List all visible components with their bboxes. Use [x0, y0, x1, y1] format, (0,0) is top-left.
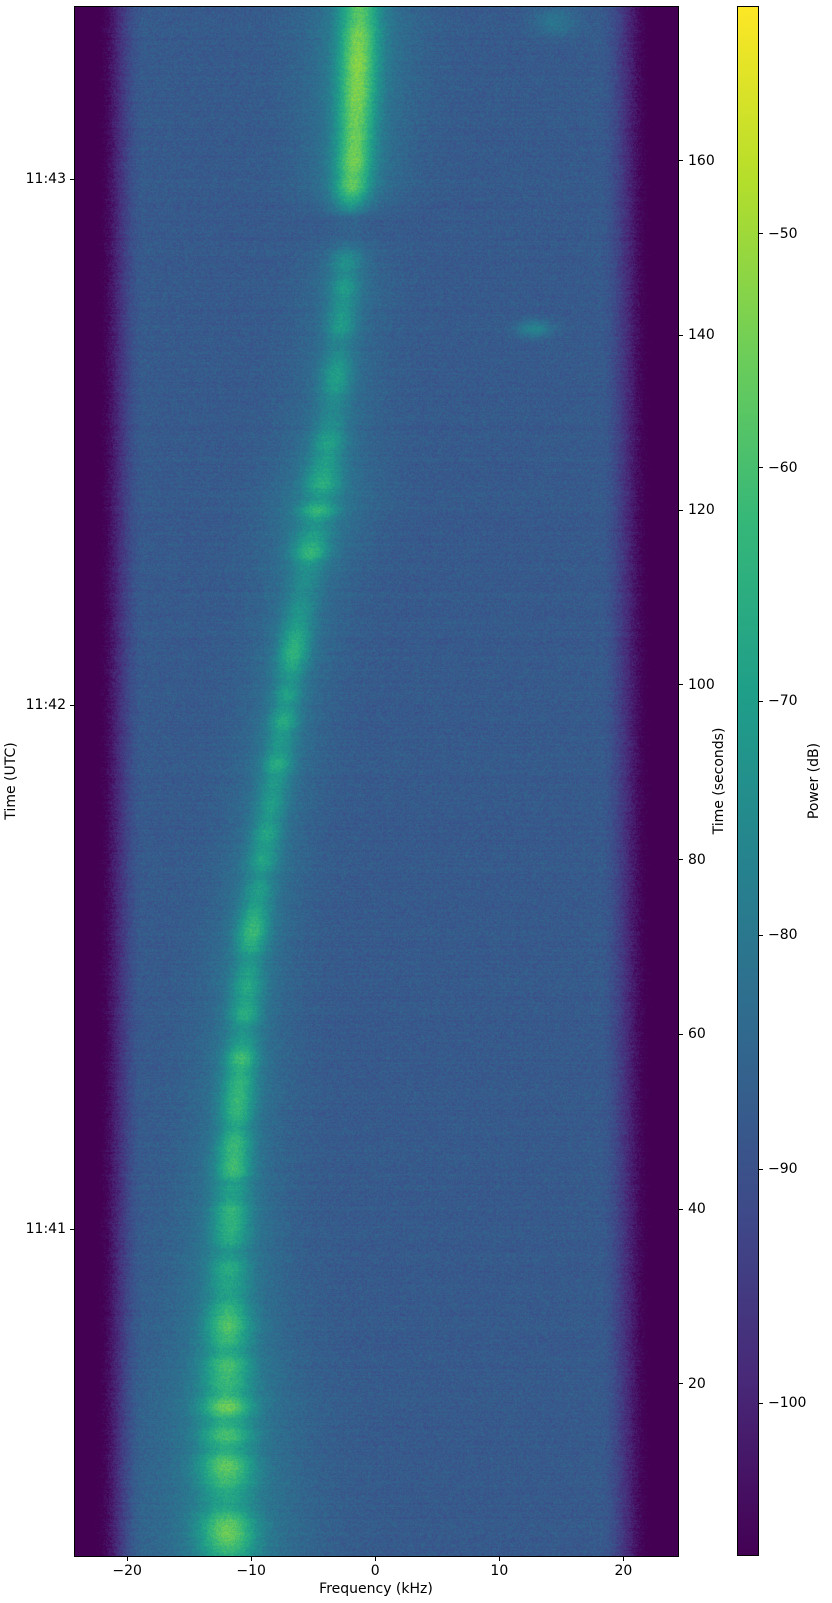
- x-tick: [126, 1557, 128, 1561]
- utc-tick-label: 11:42: [25, 697, 66, 714]
- seconds-tick-label: 40: [688, 1201, 706, 1218]
- colorbar-tick-label: −80: [768, 927, 798, 944]
- seconds-tick: [679, 859, 683, 861]
- colorbar-tick-label: −70: [768, 693, 798, 710]
- seconds-tick: [679, 684, 683, 686]
- seconds-tick-label: 160: [688, 152, 715, 169]
- seconds-tick-label: 120: [688, 502, 715, 519]
- colorbar-tick: [759, 467, 763, 469]
- left-axis-label: Time (UTC): [3, 742, 19, 820]
- x-tick-label: −10: [236, 1563, 266, 1579]
- seconds-tick-label: 20: [688, 1375, 706, 1392]
- utc-tick-label: 11:41: [25, 1221, 66, 1238]
- seconds-tick: [679, 160, 683, 162]
- seconds-tick-label: 140: [688, 327, 715, 344]
- x-tick-label: 10: [490, 1563, 509, 1579]
- colorbar-tick: [759, 1168, 763, 1170]
- colorbar-tick-label: −90: [768, 1161, 798, 1178]
- seconds-tick-label: 80: [688, 851, 706, 868]
- colorbar-tick-label: −100: [768, 1395, 807, 1411]
- utc-tick-label: 11:43: [25, 171, 66, 188]
- x-tick-label: 20: [614, 1563, 633, 1579]
- x-axis-label: Frequency (kHz): [319, 1581, 433, 1597]
- seconds-tick-label: 60: [688, 1026, 706, 1043]
- utc-tick: [70, 178, 75, 180]
- colorbar-tick: [759, 700, 763, 702]
- colorbar-tick: [759, 233, 763, 235]
- colorbar-label: Power (dB): [806, 742, 822, 820]
- utc-tick: [70, 704, 75, 706]
- colorbar-tick: [759, 1402, 763, 1404]
- x-tick: [374, 1557, 376, 1561]
- x-tick: [250, 1557, 252, 1561]
- colorbar: [737, 6, 759, 1556]
- colorbar-tick: [759, 934, 763, 936]
- colorbar-tick-label: −50: [768, 225, 798, 242]
- x-tick: [622, 1557, 624, 1561]
- seconds-tick: [679, 509, 683, 511]
- right-axis-label: Time (seconds): [711, 727, 727, 835]
- seconds-tick-label: 100: [688, 676, 715, 693]
- x-tick: [498, 1557, 500, 1561]
- spectrogram-canvas: [74, 6, 679, 1557]
- x-tick-label: 0: [370, 1563, 380, 1579]
- seconds-tick: [679, 1208, 683, 1210]
- colorbar-tick-label: −60: [768, 459, 798, 476]
- utc-tick: [70, 1228, 75, 1230]
- seconds-tick: [679, 1033, 683, 1035]
- seconds-tick: [679, 334, 683, 336]
- x-tick-label: −20: [112, 1563, 142, 1579]
- seconds-tick: [679, 1383, 683, 1385]
